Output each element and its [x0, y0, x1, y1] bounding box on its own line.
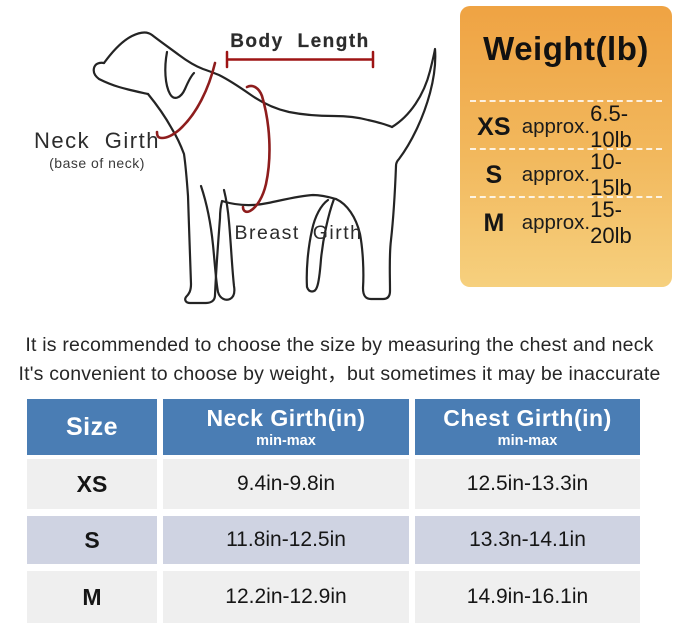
header-cell-size: Size — [27, 399, 157, 455]
weight-panel-title: Weight(lb) — [483, 30, 649, 67]
size-table: Size Neck Girth(in) min-max Chest Girth(… — [27, 399, 640, 623]
cell-chest-girth: 12.5in-13.3in — [415, 459, 640, 509]
cell-chest-girth: 13.3n-14.1in — [415, 516, 640, 564]
header-label: Chest Girth(in) — [443, 405, 612, 431]
weight-approx-label: approx. — [521, 211, 591, 234]
weight-row-m: M approx. 15-20lb — [460, 197, 672, 248]
header-label: Size — [65, 412, 119, 441]
dog-rear-leg-outline — [334, 164, 398, 301]
header-label: Neck Girth(in) — [206, 405, 366, 431]
sizing-note-line2: It's convenient to choose by weight，but … — [18, 363, 661, 385]
table-row-xs: XS 9.4in-9.8in 12.5in-13.3in — [27, 459, 640, 509]
weight-row-xs: XS approx. 6.5-10lb — [460, 101, 672, 152]
dog-measurement-diagram: Body Length Neck Girth (base of neck) Br… — [0, 0, 455, 330]
weight-range-value: 15-20lb — [590, 197, 632, 248]
weight-approx-label: approx. — [521, 115, 591, 138]
breast-girth-label: Breast Girth — [234, 222, 363, 244]
neck-girth-arc — [155, 61, 217, 140]
weight-range-value: 6.5-10lb — [590, 101, 632, 152]
weight-panel: Weight(lb) XS approx. 6.5-10lb S approx.… — [460, 6, 672, 287]
weight-panel-divider — [470, 100, 662, 102]
dog-ear-outline — [164, 50, 196, 99]
table-row-m: M 12.2in-12.9in 14.9in-16.1in — [27, 571, 640, 623]
weight-size-label: S — [485, 160, 503, 189]
dog-far-rear-leg-outline — [305, 197, 336, 293]
dog-far-front-leg-outline — [199, 184, 236, 301]
header-sublabel: min-max — [497, 433, 558, 449]
dog-head-back-outline — [102, 31, 394, 129]
neck-girth-sublabel: (base of neck) — [49, 155, 145, 171]
sizing-note-line1: It is recommended to choose the size by … — [25, 334, 654, 356]
body-length-measure-line — [225, 50, 375, 69]
breast-girth-arc — [241, 84, 271, 214]
weight-panel-divider — [470, 148, 662, 150]
dog-line-drawing — [92, 31, 437, 305]
cell-size: XS — [27, 459, 157, 509]
weight-size-label: XS — [477, 112, 511, 141]
cell-size: S — [27, 516, 157, 564]
sizing-note: It is recommended to choose the size by … — [0, 331, 679, 389]
weight-range-value: 10-15lb — [590, 149, 632, 200]
cell-size: M — [27, 571, 157, 623]
dog-nose-jaw-outline — [92, 61, 150, 96]
dog-tail-outline — [390, 47, 437, 168]
cell-neck-girth: 9.4in-9.8in — [163, 459, 409, 509]
weight-approx-label: approx. — [521, 163, 591, 186]
cell-chest-girth: 14.9in-16.1in — [415, 571, 640, 623]
table-row-s: S 11.8in-12.5in 13.3n-14.1in — [27, 516, 640, 564]
neck-girth-label: Neck Girth — [34, 128, 160, 153]
weight-row-s: S approx. 10-15lb — [460, 149, 672, 200]
cell-neck-girth: 11.8in-12.5in — [163, 516, 409, 564]
header-cell-neck-girth: Neck Girth(in) min-max — [163, 399, 409, 455]
header-cell-chest-girth: Chest Girth(in) min-max — [415, 399, 640, 455]
header-sublabel: min-max — [256, 433, 316, 449]
size-table-header-row: Size Neck Girth(in) min-max Chest Girth(… — [27, 399, 640, 455]
weight-size-label: M — [483, 208, 505, 237]
dog-front-leg-belly-outline — [146, 92, 338, 305]
weight-panel-divider — [470, 196, 662, 198]
cell-neck-girth: 12.2in-12.9in — [163, 571, 409, 623]
body-length-label: Body Length — [230, 31, 370, 52]
